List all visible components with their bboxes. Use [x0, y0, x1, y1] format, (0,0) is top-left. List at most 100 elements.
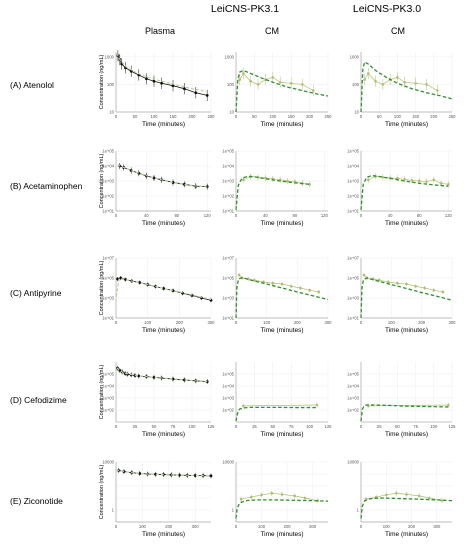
y-tick-label: 10000 [347, 460, 359, 465]
data-point-observed [271, 281, 275, 285]
y-tick-label: 1e+03 [347, 296, 359, 301]
x-tick-label: 100 [388, 320, 396, 325]
data-point-observed [280, 282, 284, 286]
y-tick-label: 1e+04 [102, 384, 114, 389]
row-label-atenolol: (A) Atenolol [10, 80, 54, 90]
x-axis-label: Time (minutes) [142, 531, 185, 538]
y-tick-label: 10 [229, 110, 234, 115]
x-tick-label: 200 [176, 320, 184, 325]
series-observed-line [363, 274, 443, 293]
y-tick-label: 1e+01 [347, 209, 359, 214]
data-point-observed [374, 79, 377, 83]
x-tick-label: 120 [204, 213, 212, 218]
data-point-observed [414, 81, 417, 85]
panel-antipyrine-plasma: 1e+01 1e+03 1e+05 1e+07 0 100 200 300 Time (minu… [99, 256, 215, 335]
data-point-observed [436, 89, 439, 92]
series-predicted-line [235, 276, 329, 319]
y-tick-label: 1e+04 [347, 164, 359, 169]
x-tick-label: 25 [252, 424, 257, 429]
panel-antipyrine-cm-pk31: 1e+01 1e+03 1e+05 1e+07 0 100 200 300 Time (minu… [222, 256, 332, 335]
data-point-observed [242, 404, 245, 408]
data-point-observed [423, 286, 427, 290]
x-tick-label: 40 [388, 213, 393, 218]
data-point-observed [138, 472, 142, 475]
x-tick-label: 300 [433, 524, 441, 529]
y-tick-label: 1e+05 [222, 149, 234, 154]
panel-cefodizime-cm-pk31: 1e+02 1e+03 1e+04 1e+05 0 25 50 75 100 125 Time (m… [222, 362, 332, 438]
data-point-observed [414, 284, 417, 288]
data-point-observed [387, 280, 390, 284]
y-tick-label: 10000 [102, 460, 114, 465]
data-point-observed [425, 180, 428, 183]
x-tick-label: 0 [115, 424, 118, 429]
x-tick-label: 150 [288, 114, 296, 119]
y-tick-label: 1e+01 [102, 209, 114, 214]
x-tick-label: 0 [235, 424, 238, 429]
data-point-observed [289, 81, 293, 85]
x-tick-label: 250 [325, 114, 333, 119]
y-tick-label: 1e+05 [222, 276, 234, 281]
y-tick-label: 1e+05 [102, 372, 114, 377]
y-tick-label: 1e+04 [222, 384, 234, 389]
data-point-observed [425, 83, 428, 86]
series-observed-line [365, 492, 442, 502]
y-tick-label: 1e+02 [347, 408, 359, 413]
series-observed-line [364, 72, 438, 91]
header-leicns-pk30: LeiCNS-PK3.0 [353, 3, 421, 15]
data-point-observed [193, 474, 197, 477]
y-tick-label: 100 [227, 82, 235, 87]
x-tick-label: 0 [115, 114, 118, 119]
x-tick-label: 80 [417, 213, 422, 218]
x-tick-label: 100 [306, 424, 314, 429]
y-tick-label: 1 [112, 508, 115, 513]
data-point-observed [417, 179, 421, 183]
data-point-observed [280, 493, 284, 496]
series-predicted-line [360, 404, 449, 422]
y-tick-label: 1e+01 [102, 316, 114, 321]
x-tick-label: 0 [235, 320, 238, 325]
x-tick-label: 50 [152, 424, 157, 429]
x-axis-label: Time (minutes) [385, 327, 428, 334]
y-tick-label: 1e+02 [222, 194, 234, 199]
x-tick-label: 0 [360, 320, 363, 325]
x-tick-label: 50 [252, 114, 257, 119]
data-point-observed [396, 281, 399, 285]
panel-ziconotide-cm-pk31: 1 10000 0 100 200 300 Time (minutes) [222, 460, 329, 538]
series-observed-line [119, 165, 208, 188]
panel-ziconotide-cm-pk30: 1 10000 0 100 200 300 Time (minutes) [347, 460, 453, 538]
x-tick-label: 0 [360, 524, 363, 529]
x-tick-label: 100 [394, 114, 402, 119]
data-point-observed [417, 494, 421, 498]
data-point-observed [145, 77, 148, 81]
y-tick-label: 1e+05 [222, 372, 234, 377]
x-tick-label: 300 [325, 320, 333, 325]
data-point-observed [152, 376, 156, 379]
x-tick-label: 120 [321, 213, 329, 218]
x-tick-label: 200 [408, 524, 416, 529]
header-leicns-pk31: LeiCNS-PK3.1 [211, 3, 279, 15]
y-tick-label: 1e+07 [347, 256, 359, 261]
header-cm-pk31: CM [265, 26, 279, 36]
x-axis-label: Time (minutes) [260, 431, 303, 438]
data-point-observed [138, 281, 142, 284]
data-point-observed [154, 472, 157, 476]
series-predicted-line [235, 499, 329, 519]
x-tick-label: 200 [430, 114, 438, 119]
x-tick-label: 0 [235, 114, 238, 119]
x-tick-label: 100 [151, 114, 159, 119]
row-label-ziconotide: (E) Ziconotide [10, 496, 63, 506]
data-point-observed [315, 403, 319, 407]
x-axis-label: Time (minutes) [260, 220, 303, 227]
panel-cefodizime-cm-pk30: 1e+02 1e+03 1e+04 1e+05 0 25 50 75 100 125 Time (m… [347, 362, 456, 438]
series-observed-line [243, 176, 310, 185]
panel-acetaminophen-cm-pk30: 1e+01 1e+02 1e+03 1e+04 1e+05 0 40 80 120 Time (m… [347, 149, 452, 228]
series-predicted-line [360, 277, 453, 319]
x-tick-label: 200 [189, 114, 197, 119]
series-predicted-line [360, 61, 453, 113]
x-tick-label: 50 [270, 424, 275, 429]
data-point-observed [278, 80, 282, 84]
data-point-observed [405, 493, 408, 496]
data-point-observed [116, 277, 119, 281]
data-point-observed [160, 81, 164, 85]
y-tick-label: 1e+03 [102, 396, 114, 401]
